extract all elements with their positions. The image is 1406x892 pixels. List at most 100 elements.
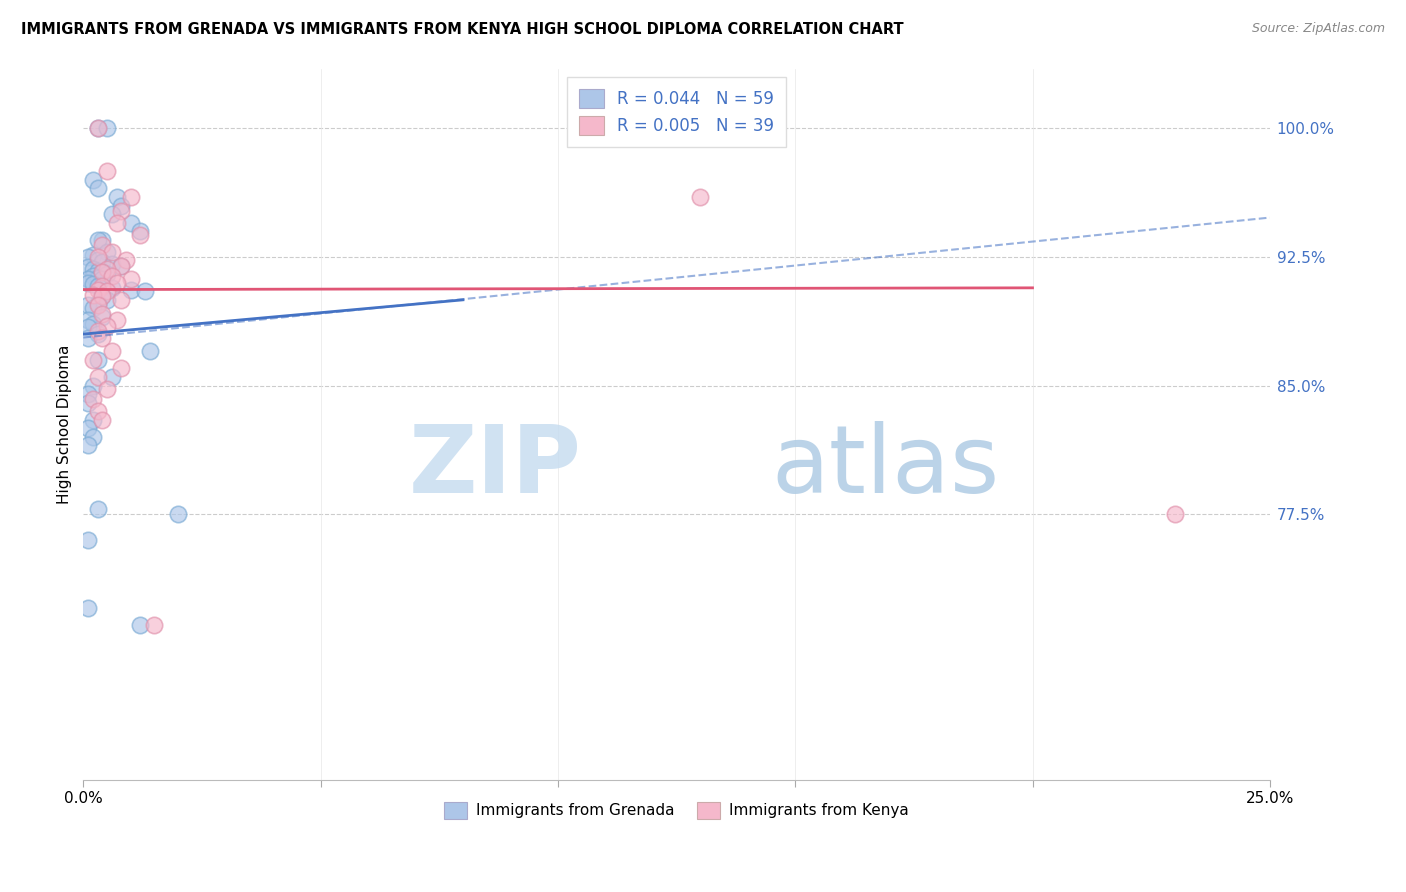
Point xyxy=(129,618,152,632)
Point xyxy=(82,392,104,407)
Point xyxy=(105,216,128,230)
Point xyxy=(110,293,132,307)
Point xyxy=(77,260,100,275)
Point xyxy=(77,438,100,452)
Point xyxy=(100,244,122,259)
Point xyxy=(110,361,132,376)
Point xyxy=(82,268,104,283)
Point xyxy=(86,250,108,264)
Point xyxy=(105,313,128,327)
Point xyxy=(77,313,100,327)
Point xyxy=(86,121,108,136)
Point xyxy=(1164,507,1187,521)
Point xyxy=(82,378,104,392)
Point xyxy=(86,233,108,247)
Point xyxy=(100,281,122,295)
Point xyxy=(77,320,100,334)
Text: IMMIGRANTS FROM GRENADA VS IMMIGRANTS FROM KENYA HIGH SCHOOL DIPLOMA CORRELATION: IMMIGRANTS FROM GRENADA VS IMMIGRANTS FR… xyxy=(21,22,904,37)
Point xyxy=(86,181,108,195)
Point xyxy=(120,283,142,297)
Point xyxy=(86,263,108,277)
Point xyxy=(689,190,711,204)
Point xyxy=(77,601,100,615)
Point xyxy=(77,533,100,547)
Point xyxy=(82,277,104,292)
Point xyxy=(86,279,108,293)
Point xyxy=(91,289,114,303)
Point xyxy=(91,255,114,269)
Point xyxy=(129,227,152,242)
Point xyxy=(96,121,118,136)
Point xyxy=(100,257,122,271)
Point xyxy=(86,283,108,297)
Point xyxy=(110,203,132,218)
Point xyxy=(91,265,114,279)
Point xyxy=(91,233,114,247)
Point xyxy=(100,207,122,221)
Point xyxy=(115,253,138,268)
Point xyxy=(77,298,100,312)
Point xyxy=(91,310,114,324)
Point xyxy=(120,190,142,204)
Text: atlas: atlas xyxy=(772,421,1000,513)
Point xyxy=(96,262,118,277)
Point xyxy=(129,224,152,238)
Point xyxy=(77,272,100,286)
Point xyxy=(82,301,104,316)
Point xyxy=(86,298,108,312)
Point xyxy=(82,287,104,301)
Point xyxy=(167,507,190,521)
Point xyxy=(91,238,114,252)
Point xyxy=(91,289,114,303)
Text: ZIP: ZIP xyxy=(409,421,582,513)
Point xyxy=(86,324,108,338)
Point xyxy=(100,344,122,359)
Point xyxy=(105,190,128,204)
Point xyxy=(96,318,118,333)
Point xyxy=(82,413,104,427)
Point xyxy=(96,244,118,259)
Point xyxy=(120,216,142,230)
Point xyxy=(143,618,166,632)
Point xyxy=(91,413,114,427)
Point xyxy=(120,272,142,286)
Point xyxy=(86,370,108,384)
Point xyxy=(77,387,100,401)
Point xyxy=(86,352,108,367)
Point xyxy=(86,121,108,136)
Point xyxy=(96,285,118,299)
Point xyxy=(82,173,104,187)
Point xyxy=(91,307,114,321)
Point xyxy=(138,344,160,359)
Y-axis label: High School Diploma: High School Diploma xyxy=(58,344,72,504)
Point xyxy=(96,164,118,178)
Point xyxy=(77,395,100,409)
Point xyxy=(77,250,100,264)
Point xyxy=(91,330,114,344)
Point xyxy=(105,276,128,290)
Point xyxy=(86,253,108,268)
Point xyxy=(77,330,100,344)
Point xyxy=(86,296,108,310)
Point xyxy=(110,259,132,273)
Legend: Immigrants from Grenada, Immigrants from Kenya: Immigrants from Grenada, Immigrants from… xyxy=(437,796,915,825)
Point xyxy=(82,352,104,367)
Point xyxy=(91,265,114,279)
Point xyxy=(96,293,118,307)
Point xyxy=(96,267,118,281)
Point xyxy=(96,382,118,396)
Point xyxy=(82,430,104,444)
Point xyxy=(82,248,104,262)
Text: Source: ZipAtlas.com: Source: ZipAtlas.com xyxy=(1251,22,1385,36)
Point xyxy=(86,327,108,342)
Point xyxy=(91,279,114,293)
Point xyxy=(86,404,108,418)
Point xyxy=(86,270,108,285)
Point xyxy=(86,501,108,516)
Point xyxy=(82,317,104,331)
Point xyxy=(77,421,100,435)
Point xyxy=(110,198,132,212)
Point xyxy=(100,268,122,283)
Point xyxy=(100,370,122,384)
Point xyxy=(134,285,156,299)
